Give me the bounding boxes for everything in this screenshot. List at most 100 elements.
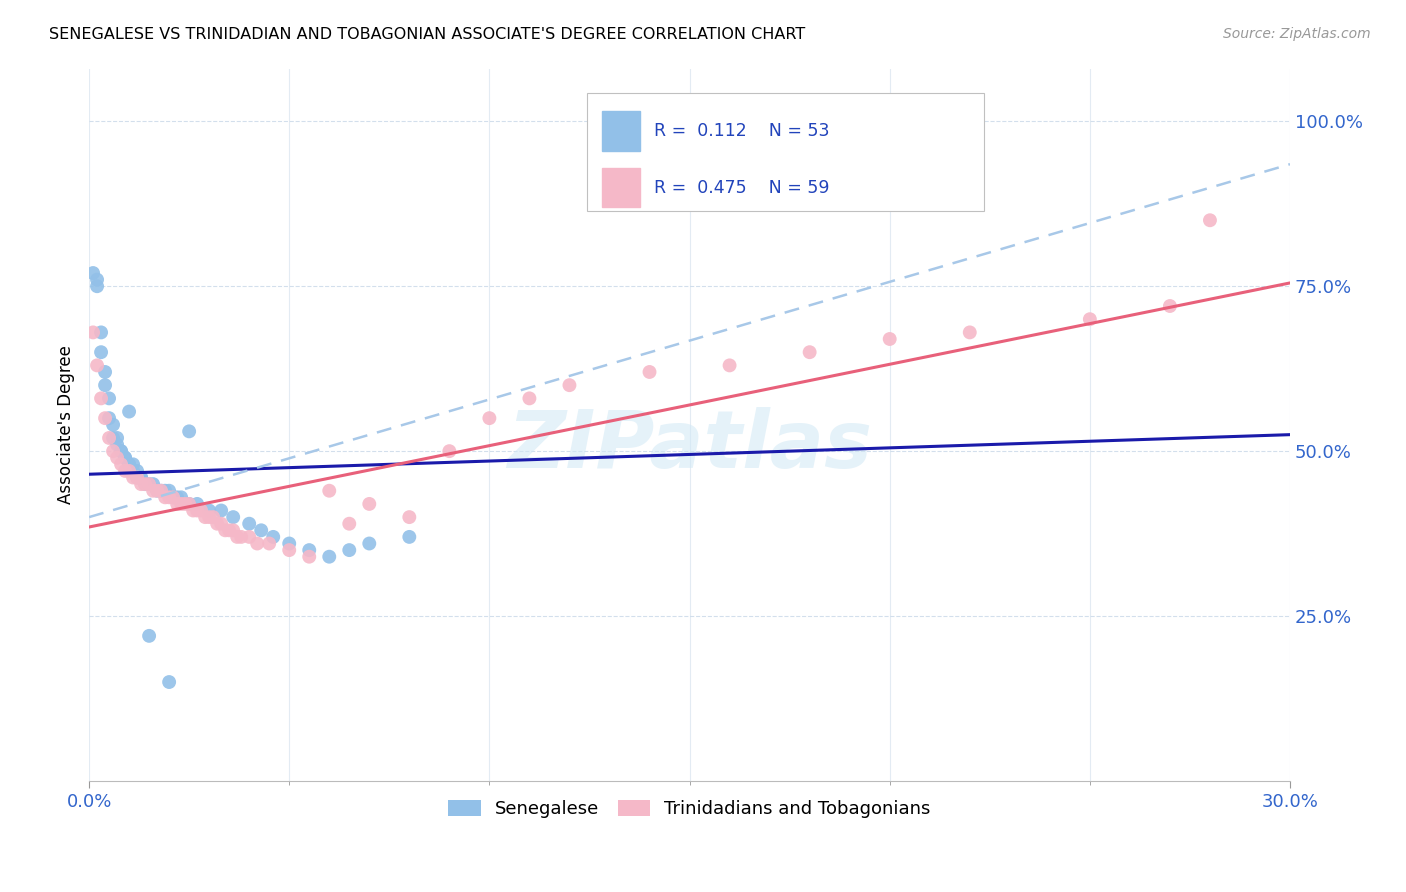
- Point: [214, 524, 236, 538]
- Point: [101, 417, 124, 432]
- Point: [1078, 312, 1101, 326]
- Point: [153, 483, 176, 498]
- Point: [157, 675, 180, 690]
- Point: [218, 524, 240, 538]
- Point: [205, 516, 228, 531]
- Point: [181, 503, 204, 517]
- Point: [186, 497, 208, 511]
- Bar: [602, 168, 640, 207]
- Point: [129, 470, 152, 484]
- Text: R =  0.112    N = 53: R = 0.112 N = 53: [654, 122, 830, 140]
- Point: [101, 431, 124, 445]
- Point: [129, 477, 152, 491]
- Point: [127, 470, 149, 484]
- Point: [118, 404, 141, 418]
- Point: [82, 266, 104, 280]
- Point: [226, 530, 249, 544]
- Point: [179, 425, 201, 439]
- Point: [170, 497, 193, 511]
- Point: [118, 458, 141, 472]
- Point: [98, 392, 121, 406]
- Point: [157, 483, 180, 498]
- Point: [278, 543, 301, 558]
- Bar: [602, 112, 640, 151]
- Point: [105, 431, 128, 445]
- Point: [142, 477, 165, 491]
- Point: [198, 510, 221, 524]
- Text: R =  0.475    N = 59: R = 0.475 N = 59: [654, 178, 830, 196]
- Point: [231, 530, 253, 544]
- Point: [1159, 299, 1181, 313]
- Point: [558, 378, 581, 392]
- Point: [94, 411, 117, 425]
- Point: [127, 470, 149, 484]
- Point: [110, 444, 132, 458]
- Point: [278, 536, 301, 550]
- Point: [318, 483, 340, 498]
- Point: [153, 491, 176, 505]
- Point: [179, 497, 201, 511]
- Point: [162, 491, 184, 505]
- Point: [398, 530, 420, 544]
- Point: [82, 326, 104, 340]
- Point: [98, 411, 121, 425]
- Point: [157, 491, 180, 505]
- Point: [718, 359, 741, 373]
- Point: [174, 497, 197, 511]
- Point: [262, 530, 284, 544]
- Point: [98, 431, 121, 445]
- Point: [222, 510, 245, 524]
- Point: [238, 530, 260, 544]
- Point: [318, 549, 340, 564]
- Point: [110, 444, 132, 458]
- Point: [246, 536, 269, 550]
- Point: [101, 444, 124, 458]
- Point: [166, 491, 188, 505]
- Point: [202, 510, 225, 524]
- Point: [194, 510, 217, 524]
- Point: [90, 326, 112, 340]
- Point: [122, 470, 145, 484]
- Point: [222, 524, 245, 538]
- Point: [90, 345, 112, 359]
- Point: [86, 279, 108, 293]
- Text: Source: ZipAtlas.com: Source: ZipAtlas.com: [1223, 27, 1371, 41]
- Point: [250, 524, 273, 538]
- Point: [138, 477, 160, 491]
- Point: [118, 464, 141, 478]
- Point: [146, 483, 169, 498]
- Point: [129, 470, 152, 484]
- FancyBboxPatch shape: [588, 94, 984, 211]
- Point: [150, 483, 173, 498]
- Point: [90, 392, 112, 406]
- Legend: Senegalese, Trinidadians and Tobagonians: Senegalese, Trinidadians and Tobagonians: [441, 793, 938, 825]
- Point: [170, 491, 193, 505]
- Point: [118, 458, 141, 472]
- Point: [86, 359, 108, 373]
- Point: [337, 516, 360, 531]
- Point: [166, 497, 188, 511]
- Point: [638, 365, 661, 379]
- Point: [359, 536, 381, 550]
- Point: [94, 378, 117, 392]
- Point: [134, 477, 156, 491]
- Point: [138, 629, 160, 643]
- Point: [190, 503, 212, 517]
- Point: [86, 272, 108, 286]
- Point: [105, 437, 128, 451]
- Text: SENEGALESE VS TRINIDADIAN AND TOBAGONIAN ASSOCIATE'S DEGREE CORRELATION CHART: SENEGALESE VS TRINIDADIAN AND TOBAGONIAN…: [49, 27, 806, 42]
- Point: [398, 510, 420, 524]
- Point: [138, 477, 160, 491]
- Point: [162, 491, 184, 505]
- Point: [478, 411, 501, 425]
- Point: [146, 483, 169, 498]
- Point: [1199, 213, 1222, 227]
- Point: [179, 497, 201, 511]
- Point: [257, 536, 280, 550]
- Point: [150, 483, 173, 498]
- Point: [94, 365, 117, 379]
- Point: [238, 516, 260, 531]
- Point: [209, 516, 232, 531]
- Point: [198, 503, 221, 517]
- Text: ZIPatlas: ZIPatlas: [508, 407, 872, 485]
